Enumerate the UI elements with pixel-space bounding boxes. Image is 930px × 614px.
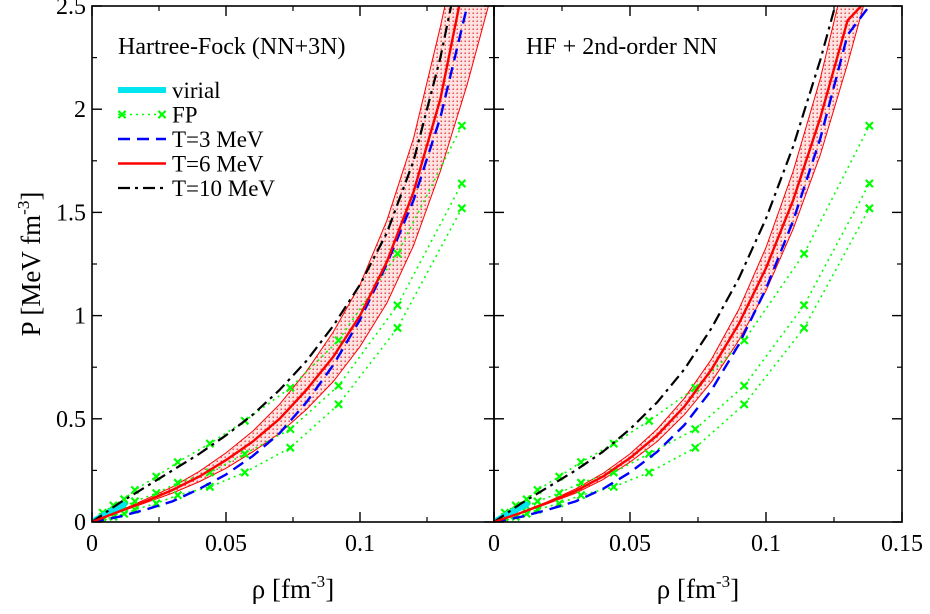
fp-point bbox=[864, 203, 874, 213]
band-lower bbox=[494, 6, 864, 522]
panel-title: Hartree-Fock (NN+3N) bbox=[118, 34, 345, 60]
x-tick-label: 0.1 bbox=[751, 531, 781, 557]
fp-point bbox=[285, 424, 295, 434]
fp-point bbox=[739, 381, 749, 391]
y-tick-label: 2.5 bbox=[56, 0, 86, 20]
x-tick-label: 0.1 bbox=[345, 531, 375, 557]
panel-1: 0 0.05 0.1 0 0.5 1 1.5 2 2.5 Hartree-Fock (NN+3N)… bbox=[14, 0, 495, 604]
x-axis-title: ρ [fm-3] bbox=[657, 572, 739, 604]
legend-label-t-3-mev: T=3 MeV bbox=[172, 127, 264, 152]
fp-point bbox=[576, 490, 586, 500]
series-fp-1 bbox=[504, 125, 871, 514]
y-axis-title: P [MeV fm-3] bbox=[14, 192, 46, 337]
legend-fp-marker bbox=[117, 110, 127, 119]
legend-label-t-6-mev: T=6 MeV bbox=[172, 152, 264, 177]
fp-point bbox=[644, 416, 654, 426]
x-tick-label: 0.05 bbox=[609, 531, 651, 557]
x-tick-label: 0 bbox=[86, 531, 98, 557]
x-tick-label: 0.15 bbox=[881, 531, 923, 557]
plot-area-1 bbox=[92, 6, 489, 522]
plot-area-2 bbox=[494, 6, 874, 522]
x-tick-label: 0.05 bbox=[205, 531, 247, 557]
fp-point bbox=[739, 399, 749, 409]
panel-2: 0 0.05 0.1 0.15 HF + 2nd-order NN ρ [fm-3] bbox=[488, 5, 923, 604]
panel-title: HF + 2nd-order NN bbox=[526, 34, 718, 60]
series-fp-2 bbox=[504, 183, 871, 518]
fp-point bbox=[864, 179, 874, 188]
x-tick-label: 0 bbox=[488, 531, 500, 557]
series-t-6-mev bbox=[92, 6, 461, 522]
fp-point bbox=[799, 300, 809, 310]
fp-point bbox=[285, 383, 295, 393]
fp-point bbox=[799, 323, 809, 333]
series-t-3-mev bbox=[494, 6, 871, 522]
y-tick-label: 2 bbox=[74, 97, 86, 123]
series-t-6-mev bbox=[494, 6, 863, 522]
fp-point bbox=[240, 468, 250, 477]
series-fp-3 bbox=[504, 207, 871, 521]
series-fp-3 bbox=[102, 207, 463, 521]
fp-point bbox=[457, 179, 467, 188]
y-tick-label: 1.5 bbox=[56, 200, 86, 226]
fp-point bbox=[644, 468, 654, 477]
band-upper bbox=[92, 6, 446, 522]
y-tick-label: 0.5 bbox=[56, 407, 86, 433]
fp-point bbox=[334, 399, 343, 409]
legend-label-t-10-mev: T=10 MeV bbox=[172, 176, 275, 201]
y-tick-label: 0 bbox=[74, 510, 86, 536]
fp-point bbox=[173, 490, 183, 500]
band-upper bbox=[494, 6, 839, 522]
series-t-3-mev bbox=[92, 6, 469, 522]
fp-point bbox=[799, 249, 809, 259]
fp-point bbox=[690, 424, 700, 434]
fp-point bbox=[864, 121, 874, 131]
fp-point bbox=[393, 249, 402, 259]
legend-fp-marker bbox=[157, 110, 167, 119]
fp-point bbox=[240, 449, 250, 459]
fp-point bbox=[393, 300, 402, 310]
legend-label-virial: virial bbox=[172, 78, 221, 103]
fp-point bbox=[533, 496, 542, 506]
y-tick-label: 1 bbox=[74, 304, 86, 330]
fp-point bbox=[457, 203, 467, 213]
fp-point bbox=[457, 121, 467, 131]
fp-point bbox=[285, 443, 295, 453]
series-fp-2 bbox=[102, 183, 463, 518]
fp-point bbox=[576, 478, 586, 488]
fp-point bbox=[554, 488, 564, 498]
legend-label-fp: FP bbox=[172, 103, 198, 128]
series-t-10-mev bbox=[92, 6, 453, 522]
series-t-10-mev bbox=[494, 6, 856, 522]
x-axis-title: ρ [fm-3] bbox=[252, 572, 334, 604]
fp-point bbox=[393, 323, 402, 333]
fp-point bbox=[739, 335, 749, 345]
band-fill bbox=[494, 6, 864, 522]
fp-point bbox=[690, 443, 700, 453]
fp-point bbox=[334, 381, 343, 391]
series-fp-1 bbox=[102, 125, 463, 514]
band-lower bbox=[92, 6, 489, 522]
